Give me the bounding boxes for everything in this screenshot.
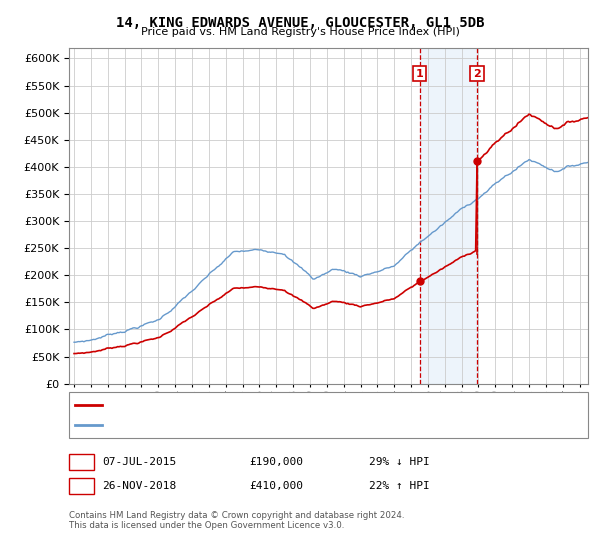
Text: 07-JUL-2015: 07-JUL-2015 — [102, 457, 176, 467]
Text: 2: 2 — [78, 481, 85, 491]
Text: Contains HM Land Registry data © Crown copyright and database right 2024.
This d: Contains HM Land Registry data © Crown c… — [69, 511, 404, 530]
Text: £410,000: £410,000 — [249, 481, 303, 491]
Text: 29% ↓ HPI: 29% ↓ HPI — [369, 457, 430, 467]
Text: 26-NOV-2018: 26-NOV-2018 — [102, 481, 176, 491]
Text: 22% ↑ HPI: 22% ↑ HPI — [369, 481, 430, 491]
Text: 14, KING EDWARDS AVENUE, GLOUCESTER, GL1 5DB: 14, KING EDWARDS AVENUE, GLOUCESTER, GL1… — [116, 16, 484, 30]
Text: HPI: Average price, detached house, Gloucester: HPI: Average price, detached house, Glou… — [108, 420, 341, 430]
Text: Price paid vs. HM Land Registry's House Price Index (HPI): Price paid vs. HM Land Registry's House … — [140, 27, 460, 37]
Text: 2: 2 — [473, 69, 481, 78]
Text: 1: 1 — [78, 457, 85, 467]
Bar — [420, 48, 477, 384]
Text: 1: 1 — [416, 69, 424, 78]
Text: £190,000: £190,000 — [249, 457, 303, 467]
Text: 14, KING EDWARDS AVENUE, GLOUCESTER, GL1 5DB (detached house): 14, KING EDWARDS AVENUE, GLOUCESTER, GL1… — [108, 400, 456, 410]
